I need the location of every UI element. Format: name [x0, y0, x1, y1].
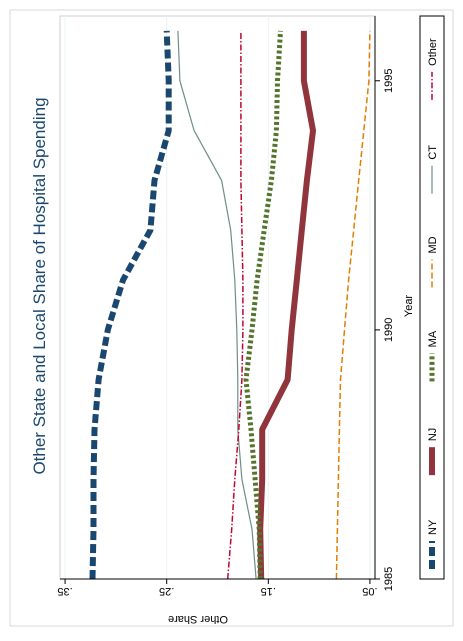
legend-label-nj: NJ: [427, 428, 439, 441]
axes: .35 .25 .15 .05 1985 1990 1995: [57, 16, 395, 597]
y-tick-label-0: .35: [57, 585, 72, 597]
legend-label-ma: MA: [427, 330, 439, 347]
y-axis-label: Other Share: [168, 613, 228, 625]
legend-label-ct: CT: [427, 145, 439, 160]
series-line-md: [335, 30, 371, 580]
legend-label-md: MD: [427, 236, 439, 253]
rotated-plot-frame: Other State and Local Share of Hospital …: [9, 9, 454, 627]
series-lines: [89, 30, 371, 580]
x-axis-label: Year: [403, 295, 415, 318]
legend-label-other: Other: [427, 38, 439, 66]
y-tick-label-1: .25: [159, 585, 174, 597]
legend: NY NJ MA MD CT Other: [419, 15, 445, 580]
plot-area: [59, 15, 376, 580]
y-tick-label-2: .15: [261, 585, 276, 597]
series-line-nj: [257, 30, 316, 580]
chart-title: Other State and Local Share of Hospital …: [30, 97, 49, 474]
legend-label-ny: NY: [427, 519, 439, 535]
series-line-other: [226, 30, 244, 580]
series-line-ct: [177, 30, 257, 580]
gridlines: [64, 16, 371, 579]
x-tick-label-2: 1995: [383, 69, 395, 93]
x-tick-label-1: 1990: [383, 318, 395, 342]
y-tick-label-3: .05: [362, 585, 377, 597]
figure-border: [9, 9, 454, 627]
x-tick-label-0: 1985: [383, 567, 395, 591]
series-line-ny: [89, 30, 172, 580]
series-line-ma: [243, 30, 283, 580]
legend-box: [419, 15, 445, 580]
